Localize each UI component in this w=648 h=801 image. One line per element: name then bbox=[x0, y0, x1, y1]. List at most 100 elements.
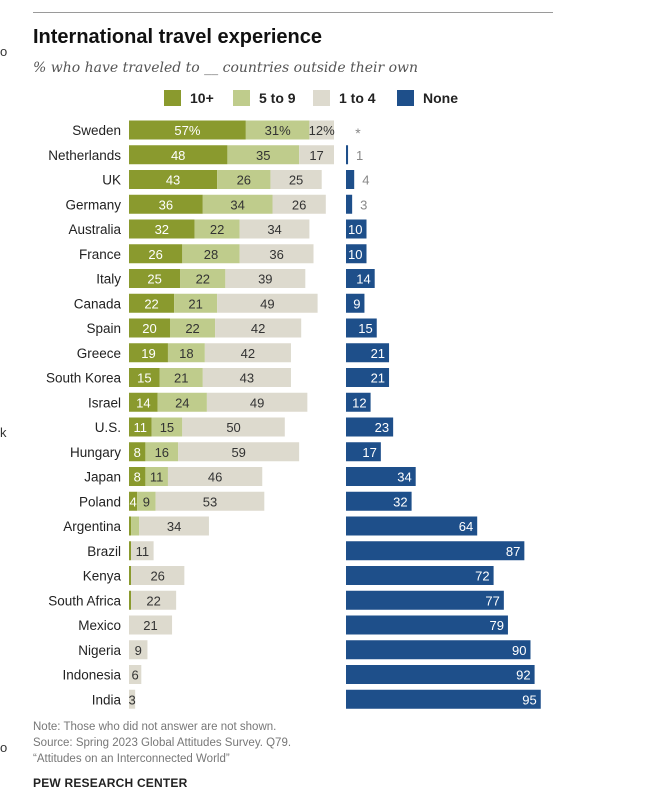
bar-1-to-4-kenya bbox=[131, 566, 185, 585]
edge-mark: k bbox=[0, 425, 7, 440]
bar-none-spain bbox=[346, 318, 377, 338]
value-label-none-canada: 9 bbox=[353, 296, 360, 311]
bar-10-spain bbox=[129, 318, 170, 338]
chart-subtitle: % who have traveled to __ countries outs… bbox=[33, 60, 419, 76]
value-label-1-to-4-uk: 25 bbox=[289, 173, 303, 188]
bar-10-poland bbox=[129, 491, 138, 511]
value-label-5-to-9-spain: 22 bbox=[185, 321, 199, 336]
bar-10-sweden bbox=[129, 120, 246, 140]
bar-10-brazil bbox=[129, 541, 132, 561]
top-rule bbox=[33, 12, 553, 13]
value-label-10-sweden: 57% bbox=[174, 123, 200, 138]
value-label-5-to-9-israel: 24 bbox=[175, 395, 189, 410]
bar-5-to-9-spain bbox=[170, 318, 216, 338]
bar-5-to-9-sweden bbox=[245, 120, 310, 140]
value-label-1-to-4-mexico: 21 bbox=[143, 618, 157, 633]
bar-none-argentina bbox=[346, 516, 478, 536]
bar-1-to-4-nigeria bbox=[129, 640, 148, 660]
bar-10-netherlands bbox=[129, 145, 228, 165]
bar-5-to-9-israel bbox=[157, 392, 207, 412]
bar-none-netherlands bbox=[346, 145, 349, 165]
legend-item-none: None bbox=[397, 89, 458, 107]
value-label-10-south-korea: 15 bbox=[137, 371, 151, 386]
bar-none-brazil bbox=[346, 541, 525, 561]
value-label-none-germany: 3 bbox=[360, 197, 367, 212]
value-label-1-to-4-spain: 42 bbox=[251, 321, 265, 336]
category-label-germany: Germany bbox=[65, 197, 121, 212]
bar-none-u-s bbox=[346, 417, 394, 437]
category-label-south-africa: South Africa bbox=[48, 593, 121, 608]
value-label-none-argentina: 64 bbox=[459, 519, 473, 534]
bar-none-hungary bbox=[346, 442, 381, 462]
value-label-1-to-4-hungary: 59 bbox=[231, 445, 245, 460]
value-label-none-brazil: 87 bbox=[506, 544, 520, 559]
bar-1-to-4-hungary bbox=[178, 442, 300, 462]
bar-none-nigeria bbox=[346, 640, 531, 660]
bar-10-south-korea bbox=[129, 368, 160, 387]
value-label-none-italy: 14 bbox=[356, 272, 370, 287]
legend-label-1-to-4: 1 to 4 bbox=[339, 90, 376, 106]
bar-none-israel bbox=[346, 392, 371, 412]
bar-1-to-4-sweden bbox=[309, 120, 334, 140]
category-label-sweden: Sweden bbox=[72, 123, 121, 138]
legend-swatch-1-to-4 bbox=[313, 90, 330, 106]
value-label-1-to-4-israel: 49 bbox=[250, 395, 264, 410]
value-label-none-israel: 12 bbox=[352, 395, 366, 410]
bar-1-to-4-u-s bbox=[182, 417, 285, 437]
value-label-none-uk: 4 bbox=[362, 173, 369, 188]
category-label-netherlands: Netherlands bbox=[48, 148, 121, 163]
value-label-none-france: 10 bbox=[348, 247, 362, 262]
value-label-5-to-9-hungary: 16 bbox=[155, 445, 169, 460]
category-label-france: France bbox=[79, 247, 121, 262]
category-label-poland: Poland bbox=[79, 494, 121, 509]
bar-none-mexico bbox=[346, 615, 508, 635]
value-label-10-hungary: 8 bbox=[134, 445, 141, 460]
value-label-none-australia: 10 bbox=[348, 222, 362, 237]
value-label-5-to-9-poland: 9 bbox=[143, 494, 150, 509]
value-label-1-to-4-indonesia: 6 bbox=[132, 668, 139, 683]
category-label-spain: Spain bbox=[86, 321, 121, 336]
value-label-1-to-4-germany: 26 bbox=[292, 197, 306, 212]
value-label-10-u-s: 11 bbox=[134, 420, 148, 435]
category-label-australia: Australia bbox=[68, 222, 121, 237]
value-label-5-to-9-uk: 26 bbox=[237, 173, 251, 188]
value-label-5-to-9-south-korea: 21 bbox=[174, 371, 188, 386]
category-label-israel: Israel bbox=[88, 395, 121, 410]
bar-1-to-4-spain bbox=[215, 318, 302, 338]
bar-none-germany bbox=[346, 194, 353, 214]
legend-item-5-to-9: 5 to 9 bbox=[233, 89, 296, 107]
value-label-none-sweden: * bbox=[355, 125, 361, 141]
value-label-1-to-4-france: 36 bbox=[269, 247, 283, 262]
chart-title: International travel experience bbox=[33, 26, 323, 48]
bar-1-to-4-germany bbox=[272, 194, 326, 214]
bar-1-to-4-poland bbox=[155, 491, 265, 511]
bar-5-to-9-uk bbox=[217, 170, 271, 189]
bar-1-to-4-uk bbox=[270, 170, 322, 189]
bar-1-to-4-japan bbox=[167, 467, 263, 486]
value-label-10-poland: 4 bbox=[129, 494, 136, 509]
value-label-10-israel: 14 bbox=[136, 395, 150, 410]
bar-10-uk bbox=[129, 170, 218, 189]
category-label-nigeria: Nigeria bbox=[78, 643, 121, 658]
value-label-5-to-9-italy: 22 bbox=[196, 272, 210, 287]
value-label-none-spain: 15 bbox=[358, 321, 372, 336]
value-label-10-spain: 20 bbox=[142, 321, 156, 336]
bar-5-to-9-poland bbox=[137, 491, 156, 511]
bar-1-to-4-israel bbox=[206, 392, 308, 412]
category-label-hungary: Hungary bbox=[70, 445, 121, 460]
value-label-10-canada: 22 bbox=[144, 296, 158, 311]
edge-mark: o bbox=[0, 740, 8, 755]
value-label-1-to-4-japan: 46 bbox=[208, 470, 222, 485]
bar-none-south-korea bbox=[346, 368, 390, 387]
bar-5-to-9-u-s bbox=[151, 417, 183, 437]
category-label-canada: Canada bbox=[74, 296, 122, 311]
legend-swatch-5-to-9 bbox=[233, 90, 250, 106]
category-label-kenya: Kenya bbox=[83, 569, 122, 584]
bar-1-to-4-argentina bbox=[139, 516, 209, 536]
value-label-none-hungary: 17 bbox=[362, 445, 376, 460]
bar-none-south-africa bbox=[346, 590, 504, 610]
bar-5-to-9-japan bbox=[145, 467, 168, 486]
value-label-5-to-9-canada: 21 bbox=[188, 296, 202, 311]
bar-1-to-4-mexico bbox=[129, 615, 173, 635]
bar-5-to-9-france bbox=[182, 244, 240, 264]
